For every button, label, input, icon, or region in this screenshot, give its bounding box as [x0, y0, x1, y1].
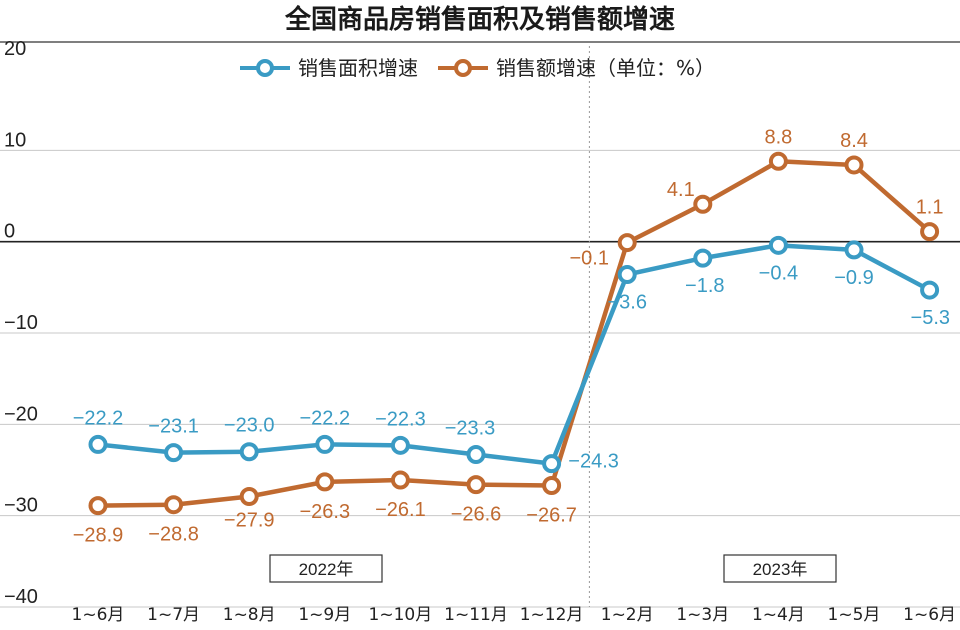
legend-label-area: 销售面积增速: [298, 56, 418, 80]
data-point-area: [466, 444, 486, 464]
data-point-amount: [768, 151, 788, 171]
y-tick-label: 10: [4, 129, 26, 151]
legend-item-amount: 销售额增速（单位：%）: [438, 56, 715, 80]
y-tick-label: 0: [4, 221, 15, 243]
data-point-amount: [239, 486, 259, 506]
chart-title: 全国商品房销售面积及销售额增速: [284, 4, 675, 35]
legend-marker-amount: [454, 59, 472, 77]
x-tick-label: 1~6月: [903, 605, 956, 625]
data-point-amount: [617, 233, 637, 253]
data-point-amount: [693, 194, 713, 214]
data-label-amount: −26.1: [375, 499, 426, 521]
data-point-area: [239, 442, 259, 462]
x-tick-label: 1~5月: [828, 605, 881, 625]
x-tick-label: 1~11月: [444, 605, 508, 625]
series-amount: −28.9 −28.8 −27.9 −26.3 −26.1 −26.6 −26.7 −0.1 4…: [73, 126, 944, 546]
x-tick-label: 1~9月: [298, 605, 351, 625]
data-label-area: −0.9: [834, 267, 873, 289]
legend: 销售面积增速 销售额增速（单位：%）: [240, 56, 715, 80]
data-label-area: −0.4: [759, 262, 798, 284]
data-label-area: −23.1: [148, 416, 199, 438]
data-label-amount: −27.9: [224, 509, 275, 531]
data-label-amount: −28.9: [73, 525, 124, 547]
data-label-amount: −26.6: [451, 504, 502, 526]
legend-label-amount: 销售额增速（单位：%）: [496, 56, 715, 80]
legend-marker-area: [256, 59, 274, 77]
data-point-amount: [920, 222, 940, 242]
x-tick-label: 1~4月: [752, 605, 805, 625]
x-tick-label: 1~12月: [520, 605, 584, 625]
data-point-area: [542, 454, 562, 474]
data-point-area: [390, 435, 410, 455]
data-point-area: [164, 443, 184, 463]
data-point-area: [88, 434, 108, 454]
series-line-amount: [97, 159, 932, 508]
y-axis-ticks: 20 10 0 −10 −20 −30 −40: [4, 38, 38, 608]
data-point-amount: [315, 472, 335, 492]
year-box-2023: [723, 554, 837, 583]
data-label-amount: −26.7: [526, 505, 577, 527]
data-point-area: [315, 434, 335, 454]
data-label-area: −23.3: [445, 417, 496, 439]
data-point-amount: [844, 155, 864, 175]
data-label-area: −23.0: [224, 415, 275, 437]
data-label-area: −22.2: [73, 407, 124, 429]
y-tick-label: −10: [4, 312, 38, 334]
x-tick-label: 1~7月: [147, 605, 200, 625]
data-point-area: [768, 235, 788, 255]
data-point-amount: [88, 496, 108, 516]
year-text-2023: 2023年: [753, 560, 808, 579]
y-tick-label: 20: [4, 38, 26, 60]
x-tick-label: 1~8月: [223, 605, 276, 625]
y-tick-label: −40: [4, 586, 38, 608]
y-tick-label: −30: [4, 495, 38, 517]
y-tick-label: −20: [4, 403, 38, 425]
data-label-amount: 8.8: [764, 126, 792, 148]
data-point-area: [693, 248, 713, 268]
data-point-area: [617, 265, 637, 285]
data-label-amount: −0.1: [569, 248, 608, 270]
data-point-amount: [466, 475, 486, 495]
data-label-area: −22.2: [299, 407, 350, 429]
data-label-amount: 8.4: [840, 130, 868, 152]
series-group: −28.9 −28.8 −27.9 −26.3 −26.1 −26.6 −26.7 −0.1 4…: [73, 126, 950, 546]
x-tick-label: 1~6月: [72, 605, 125, 625]
data-label-area: −1.8: [685, 275, 724, 297]
series-area: −22.2 −23.1 −23.0 −22.2 −22.3 −23.3 −24.3 −3.6 −…: [73, 235, 950, 474]
x-tick-label: 1~10月: [369, 605, 433, 625]
year-box-2022: [269, 554, 383, 583]
data-point-amount: [542, 476, 562, 496]
x-tick-label: 1~2月: [601, 605, 654, 625]
data-label-area: −3.6: [607, 292, 646, 314]
year-label-2023: 2023年: [723, 554, 837, 583]
year-text-2022: 2022年: [299, 560, 354, 579]
data-label-area: −24.3: [568, 451, 619, 473]
year-label-2022: 2022年: [269, 554, 383, 583]
x-axis-ticks: 1~6月 1~7月 1~8月 1~9月 1~10月 1~11月 1~12月 1~2月 1~3月 1…: [72, 605, 956, 625]
x-tick-label: 1~3月: [676, 605, 729, 625]
data-point-amount: [164, 495, 184, 515]
data-point-area: [844, 240, 864, 260]
data-label-amount: 1.1: [916, 197, 944, 219]
data-label-amount: −28.8: [148, 524, 199, 546]
series-line-area: [97, 243, 931, 466]
data-label-amount: −26.3: [299, 501, 350, 523]
data-label-amount: 4.1: [667, 179, 695, 201]
data-point-area: [920, 280, 940, 300]
gridlines: [0, 149, 960, 608]
data-label-area: −22.3: [375, 408, 426, 430]
legend-item-area: 销售面积增速: [240, 56, 418, 80]
data-point-amount: [390, 470, 410, 490]
data-label-area: −5.3: [911, 307, 950, 329]
